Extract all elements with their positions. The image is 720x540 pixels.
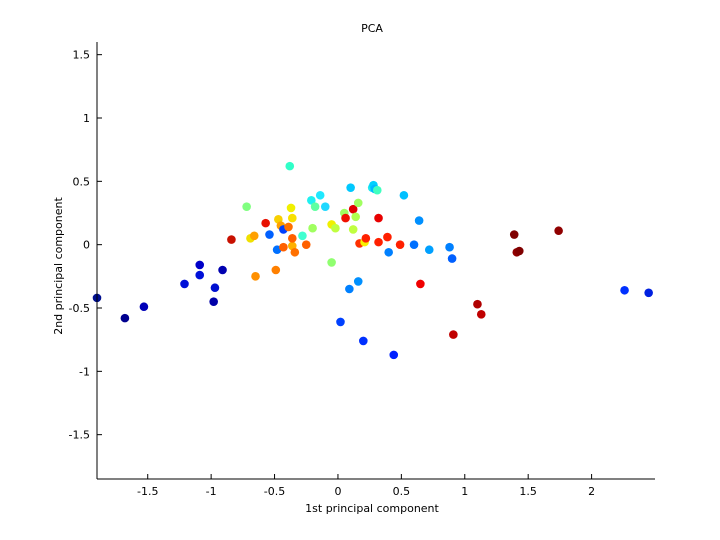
data-point (554, 226, 563, 236)
data-point (361, 234, 371, 243)
data-point (353, 198, 363, 208)
data-point (424, 245, 434, 255)
data-point (285, 161, 295, 171)
data-point (195, 270, 205, 280)
data-point (374, 237, 383, 247)
y-tick-label: 0.5 (73, 175, 91, 188)
x-tick-label: 1 (461, 485, 468, 498)
y-tick-label: -1.5 (69, 429, 90, 442)
data-point (384, 247, 393, 257)
data-point (265, 230, 274, 239)
data-point (374, 213, 383, 223)
y-axis-title: 2nd principal component (52, 197, 65, 335)
data-point (395, 240, 405, 249)
data-point (447, 254, 457, 263)
y-tick-label: -0.5 (69, 302, 90, 315)
data-point (351, 212, 361, 222)
data-point (473, 299, 482, 309)
data-point (307, 196, 316, 205)
data-point (301, 240, 311, 249)
data-point (346, 183, 355, 192)
data-point (620, 285, 629, 295)
data-point (279, 242, 288, 252)
data-point (416, 279, 425, 289)
data-point (348, 204, 358, 214)
data-point (218, 265, 227, 275)
x-tick-label: 2 (588, 485, 595, 498)
data-point (644, 288, 653, 298)
data-point (320, 202, 330, 211)
y-tick-label: 1 (83, 112, 90, 125)
data-point (476, 310, 486, 319)
data-point (341, 213, 350, 223)
data-point (331, 223, 340, 233)
data-point (327, 258, 336, 267)
data-point (290, 247, 300, 257)
y-tick-label: 1.5 (73, 49, 91, 62)
data-point (515, 246, 524, 256)
data-point (251, 272, 260, 281)
data-point (359, 336, 368, 346)
data-point (288, 213, 297, 223)
data-point (249, 231, 259, 241)
data-point (308, 223, 317, 233)
data-point (336, 317, 345, 327)
data-point (310, 202, 320, 211)
points-layer (92, 161, 653, 360)
data-point (180, 279, 189, 289)
data-point (288, 234, 297, 243)
data-point (195, 260, 205, 270)
data-point (210, 283, 220, 293)
data-point (298, 231, 307, 241)
data-point (209, 297, 218, 306)
data-point (414, 216, 424, 225)
x-tick-label: 0.5 (393, 485, 411, 498)
data-point (345, 284, 354, 294)
data-point (348, 225, 358, 234)
data-point (399, 190, 409, 200)
data-point (449, 330, 458, 339)
x-tick-label: 1.5 (519, 485, 537, 498)
data-point (509, 230, 519, 239)
data-point (271, 265, 281, 275)
data-point (389, 350, 399, 360)
data-point (315, 190, 325, 200)
y-tick-label: -1 (79, 365, 90, 378)
y-tick-label: 0 (83, 239, 90, 252)
axes-layer: -1.5 -1 -0.5 0 0.5 1 1.5 2 1.5 1 0.5 0 -0.5 -1 -1.5 (69, 42, 655, 498)
data-point (242, 202, 251, 211)
data-point (353, 277, 363, 286)
data-point (261, 218, 270, 228)
chart-title: PCA (361, 22, 383, 35)
data-point (227, 235, 236, 244)
x-tick-label: -1.5 (137, 485, 158, 498)
x-axis-title: 1st principal component (305, 502, 439, 515)
data-point (284, 222, 293, 232)
x-tick-label: 0 (334, 485, 341, 498)
data-point (409, 240, 419, 249)
data-point (445, 242, 454, 252)
data-point (120, 313, 130, 323)
data-point (286, 203, 296, 213)
x-tick-label: -1 (206, 485, 217, 498)
data-point (139, 302, 149, 312)
x-tick-label: -0.5 (264, 485, 285, 498)
data-point (383, 232, 392, 242)
data-point (372, 185, 382, 195)
